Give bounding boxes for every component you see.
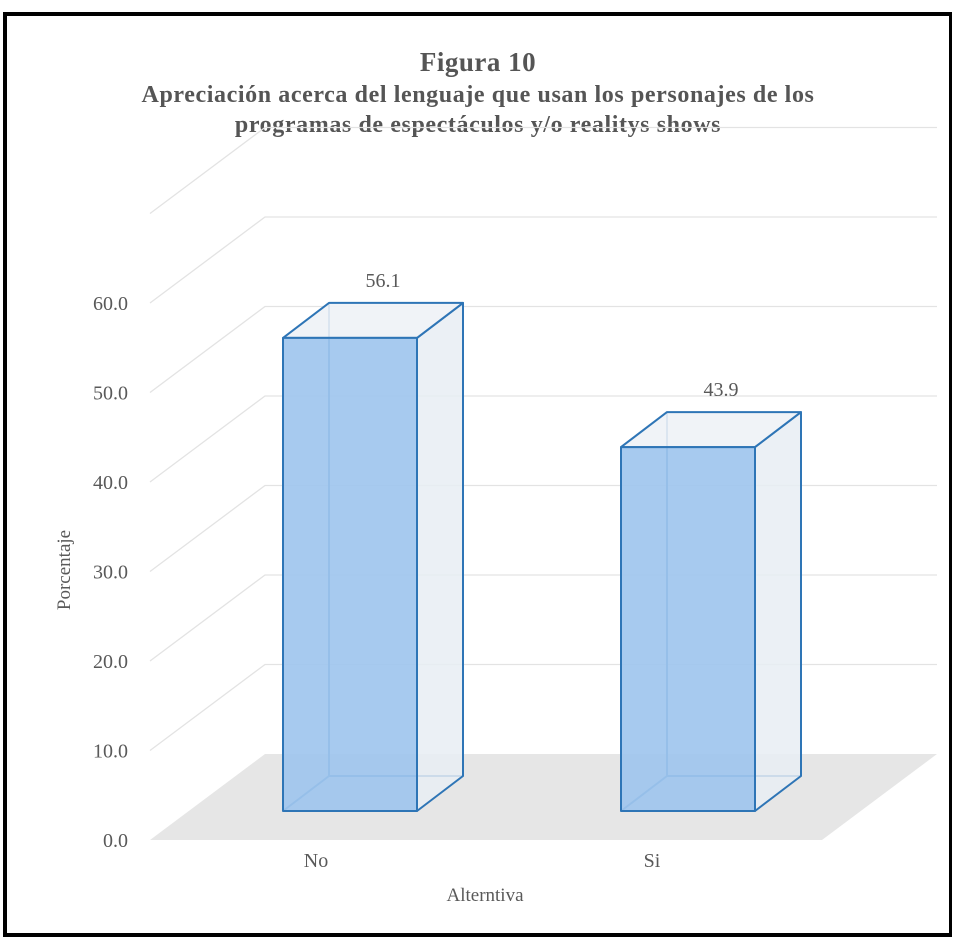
grid-line	[149, 663, 937, 752]
grid-line	[149, 126, 937, 215]
y-tick-label: 0.0	[103, 830, 128, 852]
grid-lines	[149, 126, 937, 752]
chart-title: Figura 10	[419, 47, 537, 77]
grid-line	[149, 395, 937, 483]
grid-line	[149, 216, 937, 304]
x-tick-label: No	[304, 850, 328, 872]
data-labels: 56.1 43.9	[366, 270, 739, 401]
title-block: Figura 10 Apreciación acerca del lenguaj…	[7, 46, 949, 140]
grid-line	[149, 484, 937, 573]
grid-line	[149, 574, 937, 662]
x-tick-label: Si	[644, 850, 661, 872]
y-tick-label: 50.0	[93, 383, 128, 405]
grid-line	[149, 305, 937, 394]
y-tick-label: 30.0	[93, 562, 128, 584]
x-axis-title: Alterntiva	[446, 885, 524, 906]
y-axis-title: Porcentaje	[54, 530, 75, 610]
y-tick-label: 60.0	[93, 293, 128, 315]
y-tick-label: 40.0	[93, 472, 128, 494]
data-label: 43.9	[704, 379, 739, 401]
data-label: 56.1	[366, 270, 401, 292]
y-tick-label: 20.0	[93, 651, 128, 673]
floor-plane	[150, 754, 937, 840]
bar	[620, 411, 802, 812]
y-tick-label: 10.0	[93, 741, 128, 763]
chart-floor	[150, 754, 937, 840]
y-tick-labels: 0.0 10.0 20.0 30.0 40.0 50.0 60.0	[93, 293, 128, 852]
bar	[282, 301, 464, 812]
x-tick-labels: No Si	[304, 850, 661, 872]
bars	[282, 301, 802, 812]
chart-subtitle: Apreciación acerca del lenguaje que usan…	[141, 82, 815, 138]
